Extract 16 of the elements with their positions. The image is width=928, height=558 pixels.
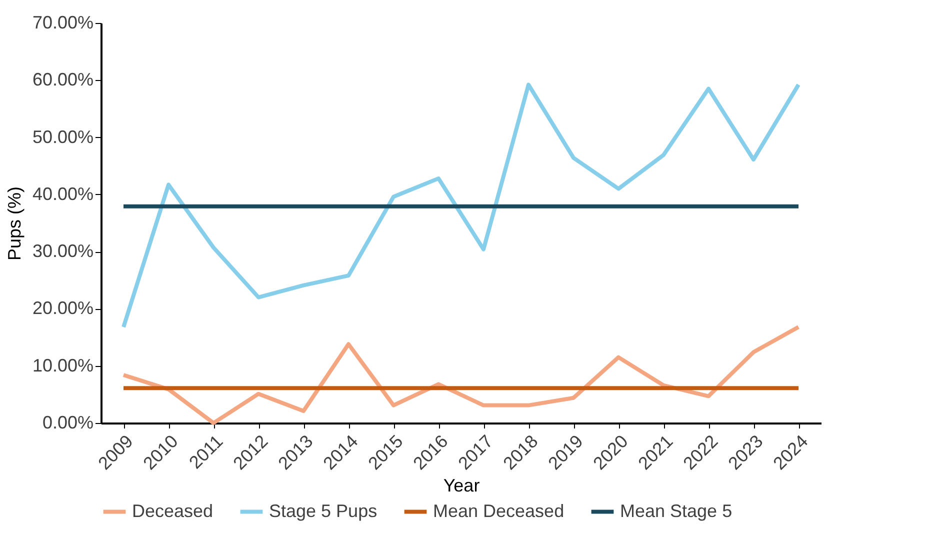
- y-tick-label: 10.00%: [32, 355, 94, 376]
- legend-label: Mean Stage 5: [620, 500, 732, 521]
- y-tick-label: 30.00%: [32, 241, 94, 262]
- y-tick-label: 70.00%: [32, 12, 94, 32]
- y-tick-label: 0.00%: [42, 412, 94, 432]
- y-tick-label: 40.00%: [32, 184, 94, 204]
- y-axis-title: Pups (%): [4, 186, 24, 261]
- y-tick-label: 20.00%: [32, 298, 94, 318]
- y-tick-label: 60.00%: [32, 70, 94, 90]
- y-tick-label: 50.00%: [32, 126, 94, 147]
- legend-label: Stage 5 Pups: [269, 500, 378, 521]
- legend-label: Deceased: [132, 500, 214, 521]
- line-series: [122, 82, 800, 329]
- line-series: [122, 325, 800, 425]
- x-axis-title: Year: [443, 476, 480, 496]
- legend-label: Mean Deceased: [433, 500, 564, 521]
